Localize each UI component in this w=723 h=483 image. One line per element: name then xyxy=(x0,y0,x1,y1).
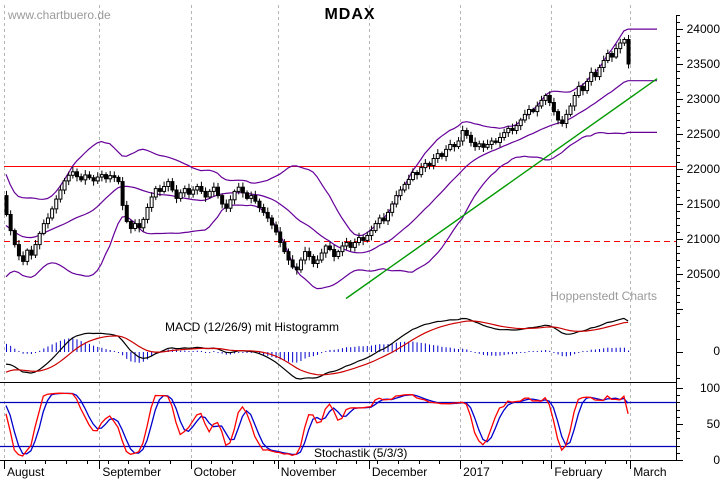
month-label: October xyxy=(193,465,237,479)
price-axis-label: 22500 xyxy=(686,127,720,141)
month-label: December xyxy=(371,465,428,479)
month-label: 2017 xyxy=(463,465,490,479)
price-axis-label: 21500 xyxy=(686,197,720,211)
month-label: August xyxy=(7,465,45,479)
macd-panel xyxy=(5,317,630,380)
month-label: November xyxy=(280,465,337,479)
credit-watermark: Hoppenstedt Charts xyxy=(550,289,657,303)
price-axis-label: 20500 xyxy=(686,267,720,281)
stoch-k-line xyxy=(5,392,629,457)
macd-signal-line xyxy=(5,320,629,376)
support-resistance-lines xyxy=(4,165,676,243)
month-label: March xyxy=(633,465,667,479)
price-axis-label: 23000 xyxy=(686,92,720,106)
month-label: February xyxy=(554,465,603,479)
stoch-axis-label-50: 50 xyxy=(706,417,720,431)
stochastic-indicator-label: Stochastik (5/3/3) xyxy=(314,446,408,460)
price-axis-label: 23500 xyxy=(686,57,720,71)
gridlines-layer xyxy=(4,5,631,460)
stoch-axis-label-0: 0 xyxy=(713,453,720,467)
watermark: www.chartbuero.de xyxy=(8,8,111,22)
chart-title: MDAX xyxy=(324,6,376,23)
price-axis-label: 24000 xyxy=(686,22,720,36)
stoch-d-line xyxy=(5,392,629,456)
macd-zero-label: 0 xyxy=(713,344,720,358)
stoch-axis-label-100: 100 xyxy=(699,381,720,395)
axes-layer xyxy=(0,15,683,469)
candles-layer xyxy=(4,34,631,275)
month-label: September xyxy=(102,465,162,479)
macd-indicator-label: MACD (12/26/9) mit Histogramm xyxy=(165,320,340,334)
price-axis-label: 22000 xyxy=(686,162,720,176)
price-axis-label: 21000 xyxy=(686,232,720,246)
trendline xyxy=(345,78,658,300)
stochastic-panel xyxy=(0,392,676,457)
